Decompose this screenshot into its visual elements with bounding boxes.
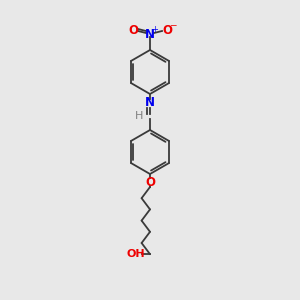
- Text: O: O: [128, 23, 138, 37]
- Text: H: H: [135, 111, 143, 121]
- Text: +: +: [152, 25, 158, 34]
- Text: N: N: [145, 97, 155, 110]
- Text: O: O: [145, 176, 155, 188]
- Text: OH: OH: [127, 249, 145, 259]
- Text: N: N: [145, 28, 155, 40]
- Text: −: −: [169, 20, 177, 29]
- Text: O: O: [162, 23, 172, 37]
